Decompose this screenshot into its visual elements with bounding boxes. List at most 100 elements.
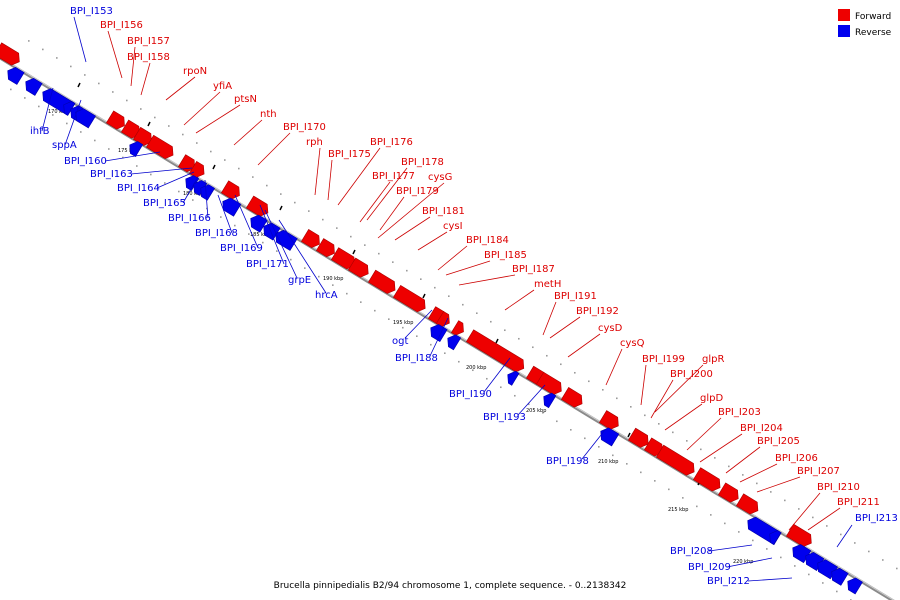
forward-gene-label: BPI_I204 (740, 423, 783, 434)
forward-gene-block (598, 410, 619, 430)
guide-dot (840, 533, 842, 536)
reverse-gene-label: BPI_I213 (855, 513, 898, 524)
label-leader-line (726, 557, 773, 568)
guide-dot (154, 116, 156, 119)
label-leader-line (64, 99, 82, 146)
legend: Forward Reverse (838, 9, 892, 38)
forward-gene-label: BPI_I210 (817, 482, 860, 493)
guide-dot (542, 411, 544, 414)
guide-dot (738, 531, 740, 533)
legend-reverse-swatch (838, 25, 850, 37)
guide-dot (280, 193, 282, 195)
forward-gene-label: BPI_I176 (370, 137, 413, 148)
reverse-gene-block (200, 184, 216, 201)
guide-dot (416, 335, 418, 337)
guide-dot (402, 326, 404, 329)
label-leader-line (259, 204, 285, 265)
reverse-gene-block (543, 392, 557, 409)
guide-dot (822, 582, 824, 584)
reverse-gene-block (129, 141, 144, 157)
guide-dot (486, 377, 488, 380)
guide-dot (262, 241, 264, 244)
guide-dot (518, 337, 520, 340)
reverse-gene-label: BPI_I160 (64, 156, 107, 167)
guide-dot (458, 360, 460, 363)
guide-dot (630, 406, 632, 408)
guide-dot (98, 82, 100, 85)
guide-dot (490, 320, 492, 323)
guide-dot (406, 269, 408, 272)
tick-label: 170 kbp (48, 109, 68, 115)
dots-layer (10, 40, 898, 600)
reverse-gene-block (447, 334, 462, 351)
tick-label: 185 kbp (250, 232, 270, 238)
reverse-gene-block (75, 108, 97, 129)
forward-gene-label: BPI_I187 (512, 264, 555, 275)
guide-dot (42, 48, 44, 51)
tick-label: 200 kbp (466, 365, 486, 371)
reverse-gene-label: BPI_I190 (449, 389, 492, 400)
guide-dot (84, 74, 86, 76)
forward-gene-block (450, 320, 464, 336)
forward-gene-label: glpD (700, 393, 723, 404)
guide-dot (882, 559, 884, 561)
reverse-gene-label: BPI_I166 (168, 213, 211, 224)
forward-gene-label: BPI_I181 (422, 206, 465, 217)
forward-gene-label: BPI_I206 (775, 453, 818, 464)
guide-dot (794, 565, 796, 567)
label-leader-line (233, 119, 263, 146)
ticks-layer: 170 kbp 175 kbp 180 kbp 185 kbp 190 kbp 195 k… (48, 82, 766, 565)
label-leader-line (429, 317, 449, 357)
label-leader-line (359, 181, 391, 223)
forward-gene-label: BPI_I205 (757, 436, 800, 447)
label-leader-line (699, 433, 743, 463)
label-leader-line (314, 147, 321, 196)
forward-gene-label: BPI_I211 (837, 497, 880, 508)
forward-gene-block (465, 329, 525, 373)
guide-dot (812, 516, 814, 519)
guide-dot (66, 122, 68, 125)
guide-dot (728, 465, 730, 468)
guide-dot (56, 57, 58, 59)
guide-dot (514, 394, 516, 397)
guide-dot (252, 176, 254, 178)
label-leader-line (437, 245, 468, 271)
forward-gene-label: cysI (443, 221, 463, 232)
guide-dot (192, 199, 194, 201)
forward-gene-block (347, 257, 369, 278)
reverse-gene-block (25, 77, 43, 96)
reverse-gene-block (222, 197, 242, 217)
forward-gene-label: glpR (702, 354, 724, 365)
guide-dot (476, 312, 478, 315)
guide-dot (724, 522, 726, 525)
guide-dot (462, 303, 464, 306)
forward-gene-block (220, 180, 240, 200)
guide-dot (448, 295, 450, 297)
forward-gene-label: cysQ (620, 338, 645, 349)
guide-dot (126, 99, 128, 102)
tick-label: 220 kbp (733, 559, 753, 565)
genes-layer (0, 42, 863, 595)
guide-dot (598, 446, 600, 448)
label-leader-line (517, 384, 546, 416)
guide-dot (672, 431, 674, 434)
guide-dot (826, 525, 828, 527)
guide-dot (294, 201, 296, 204)
guide-dot (80, 131, 82, 133)
reverse-gene-label: BPI_I163 (90, 169, 133, 180)
label-leader-line (140, 62, 151, 96)
label-leader-line (640, 364, 647, 406)
guide-dot (248, 233, 250, 235)
reverse-gene-label: BPI_I209 (688, 562, 731, 573)
forward-gene-block (627, 427, 649, 448)
guide-dot (164, 182, 166, 184)
guide-dot (360, 301, 362, 303)
label-leader-line (165, 76, 196, 101)
forward-gene-label: rpoN (183, 66, 207, 77)
tick-label: 205 kbp (526, 408, 546, 414)
reverse-gene-label: BPI_I169 (220, 243, 263, 254)
label-leader-line (650, 379, 674, 419)
guide-dot (602, 388, 604, 391)
label-leader-line (394, 216, 431, 241)
forward-gene-block (717, 482, 739, 503)
